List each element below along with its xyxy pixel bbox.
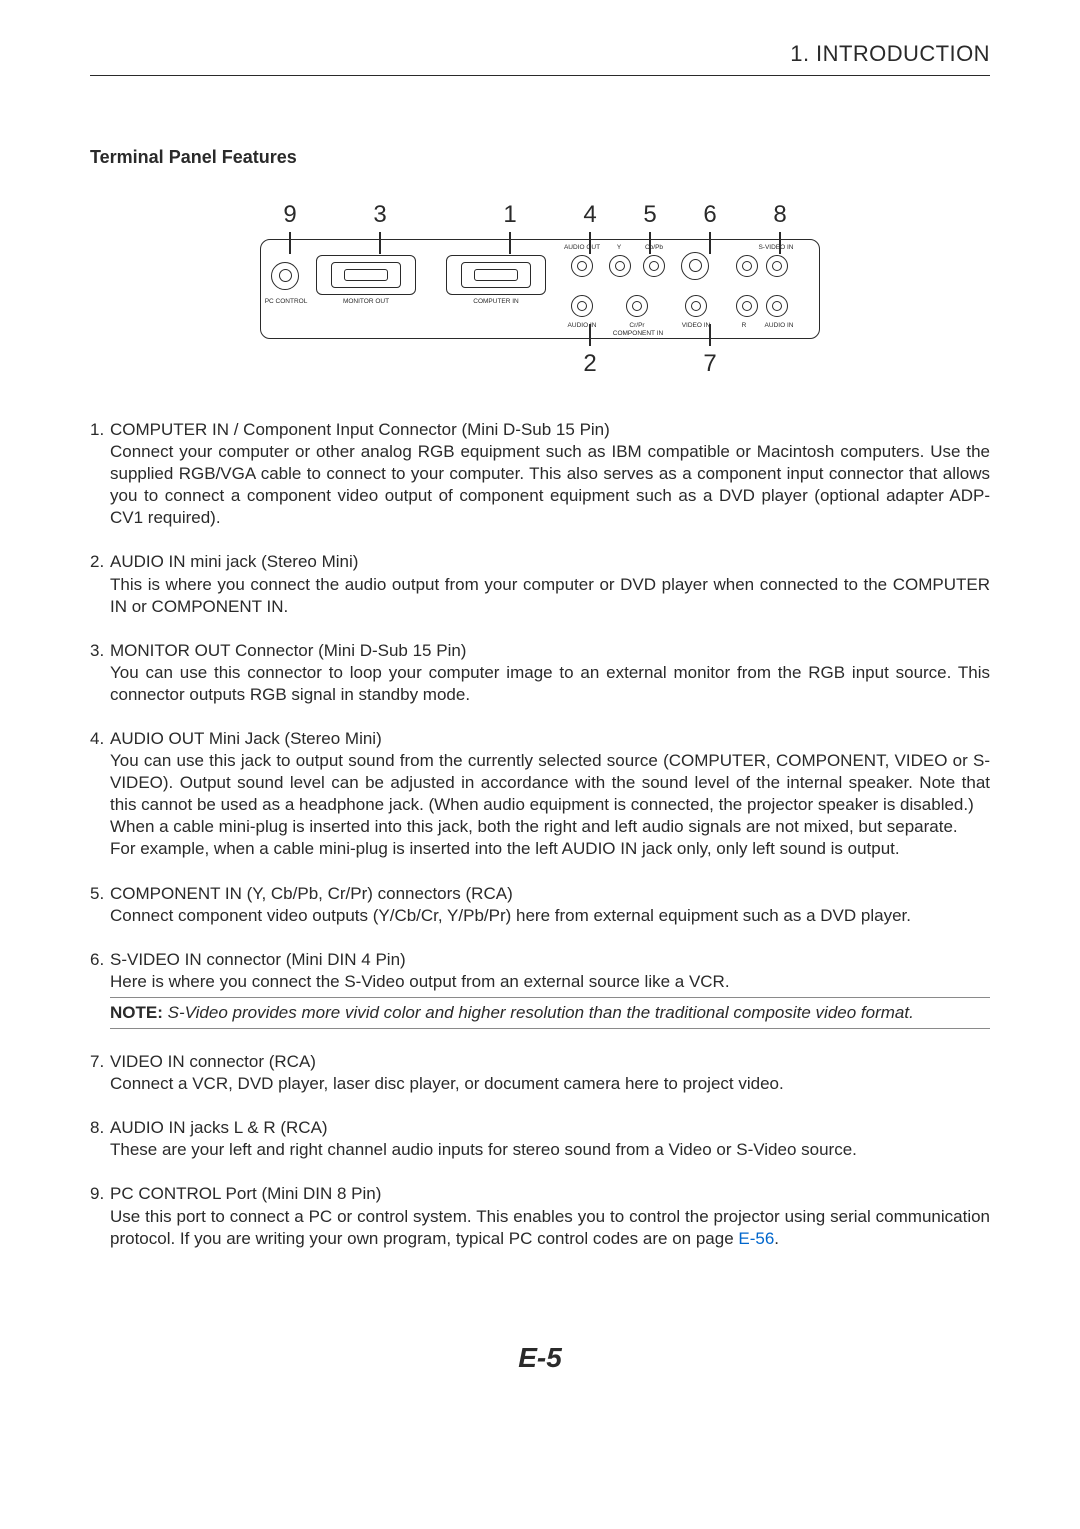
terminal-panel-diagram: 9314568 PC CONTROL MONITOR OUT COMPUTER … (90, 199, 990, 379)
note-divider (110, 997, 990, 998)
audio-in-mini-jack-icon (571, 295, 593, 317)
header-title: 1. INTRODUCTION (790, 41, 990, 66)
feature-body: These are your left and right channel au… (110, 1139, 990, 1161)
panel-outline: PC CONTROL MONITOR OUT COMPUTER IN AUDIO… (260, 239, 820, 339)
feature-item: 9. PC CONTROL Port (Mini DIN 8 Pin)Use t… (90, 1183, 990, 1249)
page-number: E-5 (90, 1340, 990, 1376)
svideo-in-din-icon (681, 252, 709, 280)
feature-number: 1. (90, 419, 110, 441)
feature-number: 9. (90, 1183, 110, 1205)
feature-body: Connect component video outputs (Y/Cb/Cr… (110, 905, 990, 927)
page-reference-link[interactable]: E-56 (738, 1229, 774, 1248)
feature-item: 2. AUDIO IN mini jack (Stereo Mini)This … (90, 551, 990, 617)
monitor-out-dsub-icon (331, 262, 401, 288)
feature-body: Here is where you connect the S-Video ou… (110, 971, 990, 993)
feature-item: 3. MONITOR OUT Connector (Mini D-Sub 15 … (90, 640, 990, 706)
feature-body: This is where you connect the audio outp… (110, 574, 990, 618)
feature-title: COMPONENT IN (Y, Cb/Pb, Cr/Pr) connector… (110, 883, 513, 905)
feature-body: Connect your computer or other analog RG… (110, 441, 990, 529)
feature-item: 5. COMPONENT IN (Y, Cb/Pb, Cr/Pr) connec… (90, 883, 990, 927)
audio-out-jack-icon (571, 255, 593, 277)
feature-item: 7. VIDEO IN connector (RCA)Connect a VCR… (90, 1051, 990, 1095)
page-header: 1. INTRODUCTION (90, 40, 990, 76)
audio-r-rca-icon (766, 295, 788, 317)
computer-in-dsub-icon (461, 262, 531, 288)
component-cb-rca-icon (643, 255, 665, 277)
audio-extra-rca-icon (736, 295, 758, 317)
audio-in-lr-label: AUDIO IN (756, 322, 802, 330)
audio-l-rca-icon (766, 255, 788, 277)
audio-r-label: R (739, 322, 749, 330)
video-in-rca-icon (685, 295, 707, 317)
callout-7: 7 (700, 324, 720, 379)
component-in-label: COMPONENT IN (607, 330, 669, 338)
feature-title: VIDEO IN connector (RCA) (110, 1051, 316, 1073)
monitor-out-label: MONITOR OUT (316, 298, 416, 306)
feature-number: 5. (90, 883, 110, 905)
feature-note: NOTE: S-Video provides more vivid color … (110, 1002, 990, 1024)
feature-title: AUDIO OUT Mini Jack (Stereo Mini) (110, 728, 382, 750)
feature-number: 6. (90, 949, 110, 971)
audio-out-label: AUDIO OUT (559, 244, 605, 252)
note-divider (110, 1028, 990, 1029)
feature-body: Connect a VCR, DVD player, laser disc pl… (110, 1073, 990, 1095)
feature-number: 4. (90, 728, 110, 750)
feature-number: 2. (90, 551, 110, 573)
feature-title: AUDIO IN jacks L & R (RCA) (110, 1117, 328, 1139)
section-title: Terminal Panel Features (90, 146, 990, 169)
feature-item: 1. COMPUTER IN / Component Input Connect… (90, 419, 990, 529)
feature-body: You can use this jack to output sound fr… (110, 750, 990, 860)
callout-2: 2 (580, 324, 600, 379)
feature-item: 4. AUDIO OUT Mini Jack (Stereo Mini)You … (90, 728, 990, 861)
feature-item: 8. AUDIO IN jacks L & R (RCA)These are y… (90, 1117, 990, 1161)
component-cr-rca-icon (626, 295, 648, 317)
feature-item: 6. S-VIDEO IN connector (Mini DIN 4 Pin)… (90, 949, 990, 1029)
feature-title: AUDIO IN mini jack (Stereo Mini) (110, 551, 358, 573)
feature-list: 1. COMPUTER IN / Component Input Connect… (90, 419, 990, 1250)
svideo-in-label: S-VIDEO IN (751, 244, 801, 252)
component-y-label: Y (609, 244, 629, 252)
component-y-rca-icon (609, 255, 631, 277)
feature-title: MONITOR OUT Connector (Mini D-Sub 15 Pin… (110, 640, 466, 662)
feature-number: 7. (90, 1051, 110, 1073)
pc-control-port-icon (271, 262, 299, 290)
feature-title: S-VIDEO IN connector (Mini DIN 4 Pin) (110, 949, 406, 971)
computer-in-label: COMPUTER IN (446, 298, 546, 306)
feature-body: Use this port to connect a PC or control… (110, 1206, 990, 1250)
note-lead: NOTE: (110, 1003, 168, 1022)
feature-number: 3. (90, 640, 110, 662)
feature-number: 8. (90, 1117, 110, 1139)
feature-title: PC CONTROL Port (Mini DIN 8 Pin) (110, 1183, 381, 1205)
feature-body: You can use this connector to loop your … (110, 662, 990, 706)
pc-control-label: PC CONTROL (263, 298, 309, 306)
feature-title: COMPUTER IN / Component Input Connector … (110, 419, 610, 441)
component-cb-label: Cb/Pb (639, 244, 669, 252)
svideo-in-port-icon (736, 255, 758, 277)
